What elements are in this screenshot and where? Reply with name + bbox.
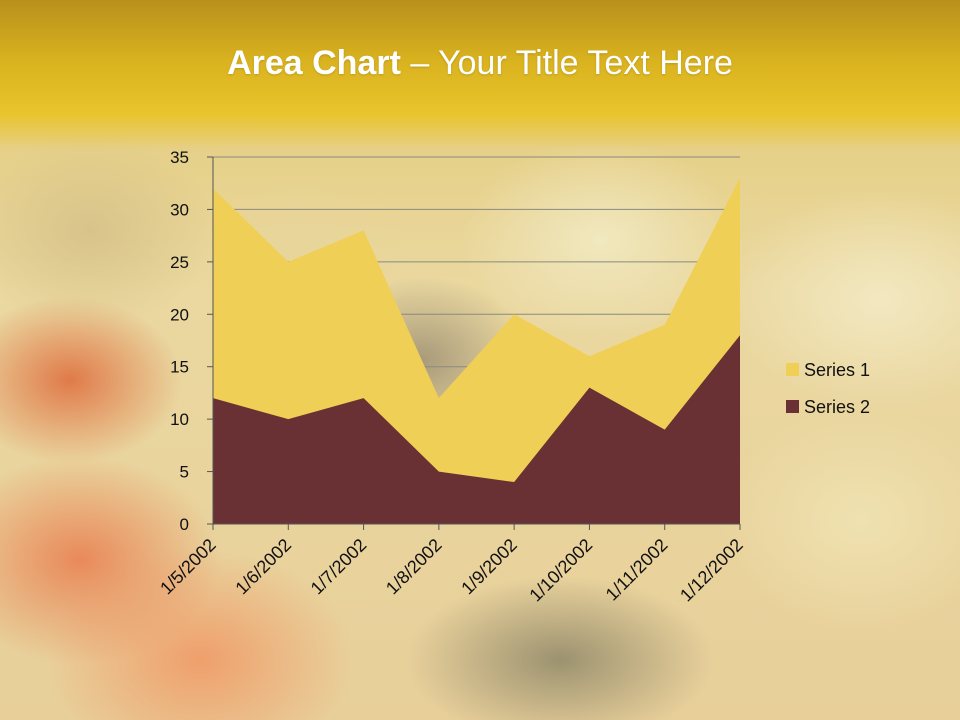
legend-label-2: Series 2 bbox=[804, 397, 870, 417]
area-series bbox=[213, 177, 740, 524]
y-axis-ticks: 0 5 10 15 20 25 30 35 bbox=[170, 148, 213, 534]
x-tick-label: 1/11/2002 bbox=[602, 535, 672, 605]
y-tick-label: 10 bbox=[170, 410, 189, 429]
x-tick-label: 1/10/2002 bbox=[525, 535, 596, 606]
x-tick-label: 1/7/2002 bbox=[307, 535, 371, 599]
x-tick-label: 1/8/2002 bbox=[382, 535, 446, 599]
y-tick-label: 5 bbox=[180, 463, 189, 482]
title-bold: Area Chart bbox=[227, 44, 401, 82]
x-tick-label: 1/5/2002 bbox=[156, 535, 220, 599]
x-tick-label: 1/9/2002 bbox=[457, 535, 521, 599]
x-tick-label: 1/12/2002 bbox=[676, 535, 747, 606]
slide-title: Area Chart – Your Title Text Here bbox=[0, 40, 960, 86]
legend-swatch-1 bbox=[786, 363, 799, 376]
y-tick-label: 30 bbox=[170, 200, 189, 219]
axes bbox=[212, 157, 740, 525]
y-tick-label: 25 bbox=[170, 253, 189, 272]
x-axis-ticks: 1/5/2002 1/6/2002 1/7/2002 1/8/2002 1/9/2002… bbox=[156, 524, 747, 605]
x-tick-label: 1/6/2002 bbox=[231, 535, 295, 599]
title-rest: – Your Title Text Here bbox=[400, 44, 733, 82]
legend: Series 1 Series 2 bbox=[786, 360, 870, 417]
y-tick-label: 0 bbox=[180, 515, 189, 534]
y-tick-label: 35 bbox=[170, 148, 189, 167]
legend-swatch-2 bbox=[786, 400, 799, 413]
legend-label-1: Series 1 bbox=[804, 360, 870, 380]
y-tick-label: 15 bbox=[170, 358, 189, 377]
area-series-2 bbox=[213, 335, 740, 524]
y-tick-label: 20 bbox=[170, 305, 189, 324]
title-band bbox=[0, 0, 960, 150]
